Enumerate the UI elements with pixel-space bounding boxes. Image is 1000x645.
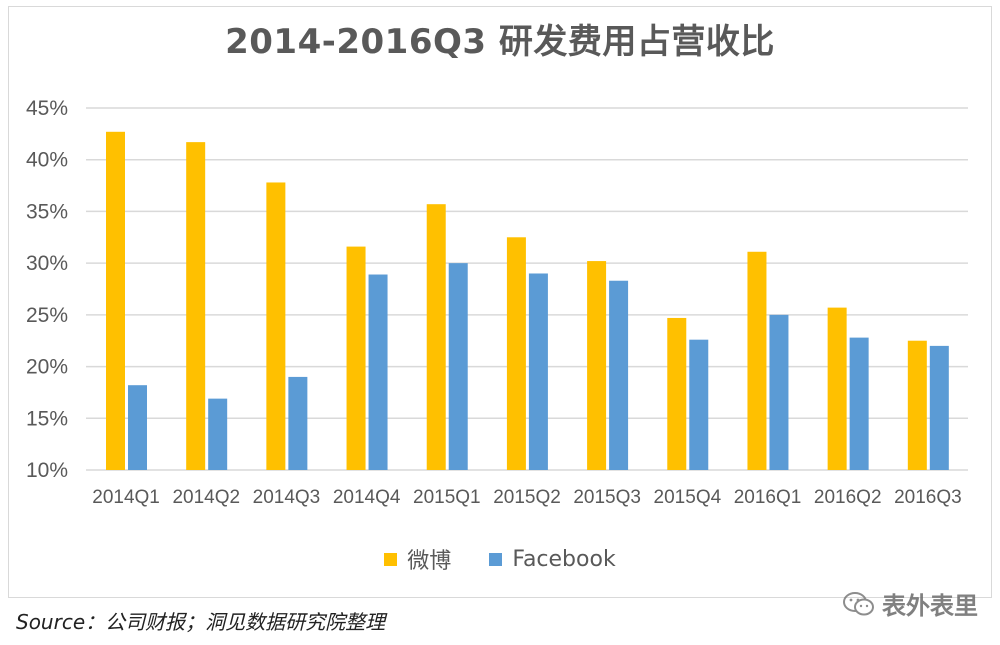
bar-facebook <box>609 280 629 470</box>
x-tick-label: 2014Q1 <box>92 487 160 508</box>
bar-weibo <box>587 261 607 470</box>
bar-weibo <box>426 204 446 470</box>
y-tick-label: 30% <box>26 252 68 275</box>
y-tick-label: 25% <box>26 304 68 327</box>
legend-swatch-facebook <box>489 552 503 566</box>
x-tick-label: 2015Q3 <box>573 487 641 508</box>
x-tick-label: 2014Q2 <box>172 487 240 508</box>
bar-weibo <box>907 340 927 470</box>
bar-weibo <box>186 142 206 471</box>
bar-facebook <box>528 273 548 470</box>
watermark: 表外表里 <box>842 586 978 621</box>
bar-weibo <box>266 182 286 470</box>
bar-facebook <box>448 263 468 470</box>
x-tick-label: 2014Q3 <box>253 487 321 508</box>
y-tick-label: 10% <box>26 459 68 482</box>
x-tick-label: 2015Q1 <box>413 487 481 508</box>
bar-facebook <box>128 385 147 470</box>
legend-item-facebook: Facebook <box>489 546 616 572</box>
y-tick-label: 20% <box>26 356 68 379</box>
bar-facebook <box>849 337 869 470</box>
bar-facebook <box>288 376 308 470</box>
bar-weibo <box>346 246 366 470</box>
y-tick-label: 35% <box>26 200 68 223</box>
legend-label-weibo: 微博 <box>407 549 452 574</box>
chart-legend: 微博 Facebook <box>0 544 1000 574</box>
source-note: Source：公司财报；洞见数据研究院整理 <box>16 610 386 634</box>
legend-item-weibo: 微博 <box>384 543 451 575</box>
bar-weibo <box>747 251 767 470</box>
bar-facebook <box>368 274 388 470</box>
bar-facebook <box>769 314 789 470</box>
y-tick-label: 45% <box>26 97 68 120</box>
bar-weibo <box>827 307 847 470</box>
chart-title: 2014-2016Q3 研发费用占营收比 <box>225 22 775 62</box>
bar-facebook <box>929 345 949 470</box>
bar-facebook <box>689 339 709 470</box>
bar-chart: 10% 15% 20% 25% 30% 35% 40% 45% 2014Q1 2014Q2 2014… <box>26 97 968 508</box>
wechat-icon <box>843 591 874 615</box>
legend-swatch-weibo <box>384 552 398 566</box>
y-tick-label: 40% <box>26 149 68 172</box>
x-tick-label: 2016Q1 <box>734 487 802 508</box>
x-tick-label: 2016Q2 <box>814 487 882 508</box>
chart-frame <box>8 6 992 598</box>
bar-facebook <box>208 398 228 470</box>
watermark-text: 表外表里 <box>882 592 978 620</box>
bar-weibo <box>106 131 125 470</box>
bar-weibo <box>667 317 687 470</box>
x-tick-label: 2015Q4 <box>654 487 722 508</box>
x-tick-label: 2014Q4 <box>333 487 401 508</box>
y-tick-label: 15% <box>26 407 68 430</box>
x-tick-label: 2015Q2 <box>493 487 561 508</box>
x-tick-label: 2016Q3 <box>894 487 962 508</box>
bar-weibo <box>506 237 526 470</box>
legend-label-facebook: Facebook <box>512 546 616 572</box>
